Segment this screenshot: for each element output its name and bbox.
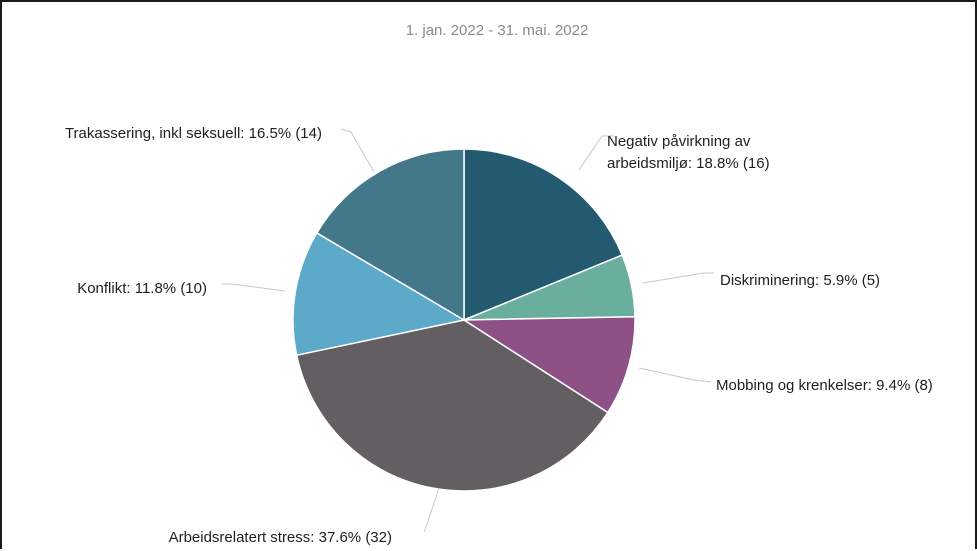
pie-slice-5[interactable] xyxy=(315,148,465,322)
pie-slice-4[interactable] xyxy=(292,231,467,357)
leader-line-4 xyxy=(222,283,286,292)
slice-label-line: Arbeidsrelatert stress: 37.6% (32) xyxy=(169,529,392,546)
pie-slice-0[interactable] xyxy=(463,148,624,322)
slice-label-line: Diskriminering: 5.9% (5) xyxy=(720,272,880,289)
slice-label-2: Mobbing og krenkelser: 9.4% (8) xyxy=(716,377,933,394)
slice-label-line: Negativ påvirkning av xyxy=(607,133,751,150)
leader-lines xyxy=(222,128,714,533)
leader-line-3 xyxy=(423,487,440,533)
pie-slice-2[interactable] xyxy=(461,316,636,414)
slice-label-line: Mobbing og krenkelser: 9.4% (8) xyxy=(716,377,933,394)
leader-line-2 xyxy=(638,367,712,383)
slice-label-1: Diskriminering: 5.9% (5) xyxy=(720,272,880,289)
leader-line-0 xyxy=(578,135,614,171)
pie-slice-3[interactable] xyxy=(295,319,609,492)
slice-label-line: Trakassering, inkl seksuell: 16.5% (14) xyxy=(65,125,322,142)
pie-slices xyxy=(292,148,636,492)
slice-labels: Negativ påvirkning av arbeidsmiljø: 18.8%… xyxy=(65,125,933,546)
slice-label-0: Negativ påvirkning av arbeidsmiljø: 18.8%… xyxy=(607,133,770,172)
leader-line-1 xyxy=(642,272,714,284)
slice-label-5: Trakassering, inkl seksuell: 16.5% (14) xyxy=(65,125,322,142)
slice-label-4: Konflikt: 11.8% (10) xyxy=(77,280,207,297)
slice-label-3: Arbeidsrelatert stress: 37.6% (32) xyxy=(169,529,392,546)
slice-label-line: arbeidsmiljø: 18.8% (16) xyxy=(607,155,770,172)
slice-label-line: Konflikt: 11.8% (10) xyxy=(77,280,207,297)
leader-line-5 xyxy=(340,128,375,173)
chart-subtitle: 1. jan. 2022 - 31. mai. 2022 xyxy=(406,22,589,39)
